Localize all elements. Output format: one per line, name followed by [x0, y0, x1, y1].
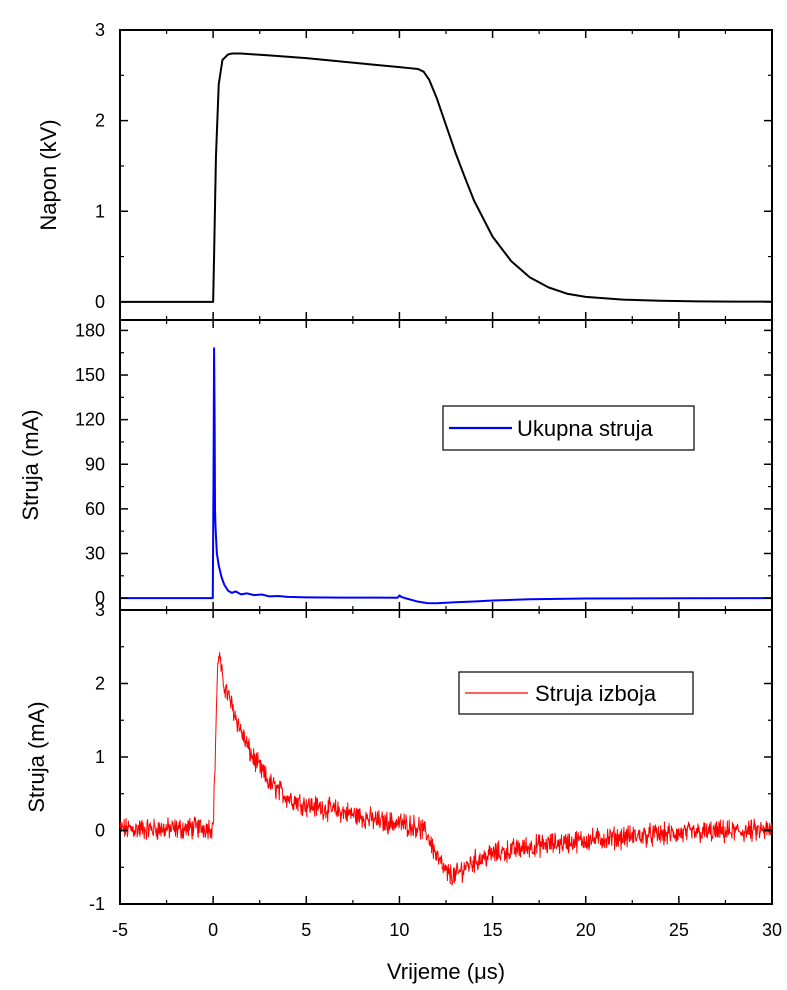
- middle-panel-frame: [119, 319, 773, 611]
- top-ytick-label: 3: [95, 20, 105, 40]
- middle-legend-label: Ukupna struja: [517, 416, 654, 441]
- middle-ytick-label: 30: [85, 543, 105, 563]
- middle-panel: 0 30 60 90 120 150 180 Struja (mA) Ukupna stru…: [18, 319, 773, 611]
- top-panel: 0 1 2 3 Napon (kV): [36, 20, 773, 321]
- top-y-axis-label: Napon (kV): [36, 119, 61, 230]
- bottom-series-line-0: [119, 652, 773, 886]
- middle-y-axis-label: Struja (mA): [18, 409, 43, 520]
- top-series-line-0: [120, 52, 773, 303]
- xtick-label: 30: [762, 920, 782, 940]
- middle-ytick-label: 60: [85, 499, 105, 519]
- middle-ytick-label: 120: [75, 410, 105, 430]
- bottom-y-axis-label: Struja (mA): [24, 701, 49, 812]
- bottom-ytick-label: -1: [89, 894, 105, 914]
- bottom-y-ticks: -1 0 1 2 3: [89, 600, 773, 914]
- bottom-panel-frame: [119, 609, 773, 905]
- discharge-current-series: [119, 652, 773, 886]
- bottom-ytick-label: 2: [95, 674, 105, 694]
- middle-ytick-label: 0: [95, 588, 105, 608]
- top-ytick-label: 0: [95, 292, 105, 312]
- top-panel-frame: [119, 29, 773, 321]
- x-axis-label: Vrijeme (μs): [387, 959, 505, 984]
- xtick-label: 5: [301, 920, 311, 940]
- middle-y-ticks: 0 30 60 90 120 150 180: [75, 320, 773, 610]
- bottom-legend-label: Struja izboja: [535, 681, 657, 706]
- bottom-ytick-label: 0: [95, 821, 105, 841]
- middle-legend: Ukupna struja: [442, 405, 695, 451]
- total-current-series: [120, 347, 773, 605]
- top-ytick-label: 2: [95, 111, 105, 131]
- voltage-series: [120, 52, 773, 303]
- xtick-label: 20: [576, 920, 596, 940]
- top-y-ticks: 0 1 2 3: [95, 20, 773, 320]
- xtick-label: 0: [208, 920, 218, 940]
- bottom-ytick-label: 1: [95, 747, 105, 767]
- middle-ytick-label: 150: [75, 365, 105, 385]
- bottom-legend: Struja izboja: [458, 671, 694, 715]
- bottom-panel: -1 0 1 2 3 -5 0 5 10 15 20 25 30 Struja (mA) Vrijem…: [24, 600, 782, 984]
- x-ticks: -5 0 5 10 15 20 25 30: [112, 920, 782, 940]
- xtick-label: 10: [389, 920, 409, 940]
- bottom-ytick-label: 3: [95, 600, 105, 620]
- xtick-label: 25: [669, 920, 689, 940]
- xtick-label: 15: [483, 920, 503, 940]
- top-ytick-label: 1: [95, 201, 105, 221]
- middle-ytick-label: 180: [75, 320, 105, 340]
- middle-ytick-label: 90: [85, 454, 105, 474]
- xtick-label: -5: [112, 920, 128, 940]
- middle-series-line-0: [120, 347, 773, 605]
